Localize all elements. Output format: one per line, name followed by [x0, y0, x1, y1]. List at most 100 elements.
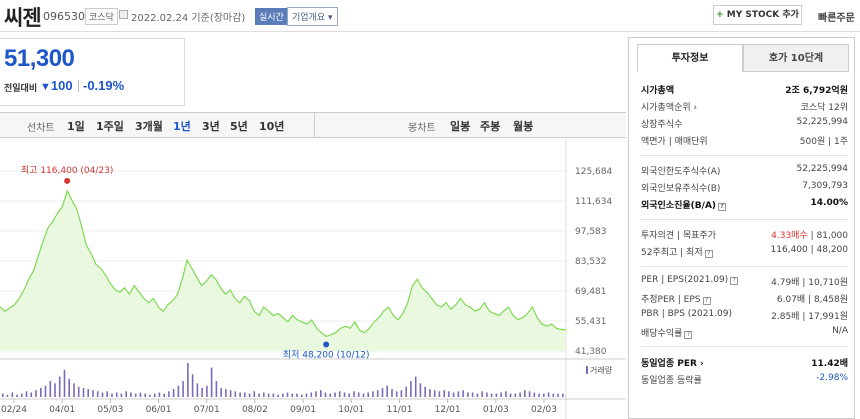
volume-bar — [201, 387, 203, 397]
tab-investment-info[interactable]: 투자정보 — [637, 44, 743, 72]
volume-bar — [395, 391, 398, 397]
min-price-marker — [323, 341, 330, 348]
volume-bar — [310, 392, 313, 397]
volume-bar — [196, 383, 199, 397]
volume-bar — [443, 390, 445, 397]
volume-bar — [139, 392, 142, 397]
price-area — [0, 190, 566, 351]
help-icon[interactable]: ? — [702, 297, 711, 305]
volume-bar — [229, 390, 232, 397]
tab-10y[interactable]: 10년 — [259, 120, 285, 133]
stock-name: 씨젠 — [4, 6, 42, 30]
volume-bar — [149, 394, 151, 397]
price-box: 51,300 전일대비 ▼100 -0.19% — [0, 38, 185, 106]
price-line — [0, 189, 567, 338]
volume-bar — [320, 390, 322, 397]
row-divider — [641, 155, 848, 156]
y-tick-label: 83,532 — [575, 257, 607, 267]
volume-bar — [40, 387, 42, 397]
tab-daily-candle[interactable]: 일봉 — [450, 120, 471, 133]
tab-5y[interactable]: 5년 — [230, 120, 248, 133]
add-mystock-label: MY STOCK 추가 — [726, 10, 799, 20]
tab-monthly-candle[interactable]: 월봉 — [513, 120, 534, 133]
volume-bar — [538, 393, 540, 397]
volume-bar — [92, 390, 94, 397]
tab-order-book[interactable]: 호가 10단계 — [743, 44, 849, 72]
volume-bar — [106, 391, 108, 397]
volume-bar — [467, 392, 469, 397]
volume-bar — [272, 393, 275, 397]
volume-bar — [386, 385, 388, 397]
quick-order-link[interactable]: 빠른주문 — [818, 13, 855, 24]
volume-bar — [130, 392, 132, 397]
company-info-button[interactable]: 기업개요 ▾ — [287, 7, 338, 26]
info-row-label: 액면가 | 매매단위 — [641, 137, 708, 147]
x-tick-label: 02/24 — [1, 405, 27, 415]
realtime-button[interactable]: 실시간 — [255, 8, 288, 25]
tab-1y[interactable]: 1년 — [173, 120, 191, 133]
tab-1w[interactable]: 1주일 — [96, 120, 124, 133]
price-change: ▼100 — [40, 78, 73, 93]
volume-bar — [21, 393, 23, 397]
volume-bar — [234, 391, 237, 397]
prev-day-label: 전일대비 — [4, 84, 38, 94]
volume-bar — [324, 392, 327, 397]
volume-bar — [362, 393, 365, 397]
x-tick-label: 08/02 — [242, 405, 268, 415]
y-tick-label: 55,431 — [575, 317, 607, 327]
volume-bar — [357, 392, 360, 397]
volume-bar — [315, 391, 317, 397]
add-mystock-button[interactable]: + MY STOCK 추가 — [713, 5, 802, 25]
volume-bar — [376, 390, 379, 397]
info-row-value: -2.98% — [816, 373, 848, 383]
volume-bar — [77, 386, 80, 397]
plus-icon: + — [716, 10, 724, 20]
volume-bar — [500, 392, 502, 397]
info-row-label: 투자의견 | 목표주가 — [641, 231, 716, 241]
volume-bar — [338, 391, 341, 397]
row-divider — [641, 346, 848, 347]
line-chart-label: 선차트 — [27, 123, 55, 134]
tab-3m[interactable]: 3개월 — [135, 120, 163, 133]
volume-bar — [134, 393, 137, 397]
volume-bar — [471, 392, 474, 397]
info-row-label: PER | EPS(2021.09)? — [641, 275, 739, 285]
volume-bar — [400, 390, 403, 397]
tab-3y[interactable]: 3년 — [202, 120, 220, 133]
volume-bar — [158, 392, 161, 397]
volume-bar — [305, 393, 308, 397]
info-row: 상장주식수 52,225,994 — [641, 117, 848, 131]
volume-bar — [253, 391, 256, 397]
volume-bar — [191, 374, 194, 397]
volume-bar — [524, 390, 526, 397]
x-tick-label: 06/01 — [146, 405, 172, 415]
volume-bar — [30, 392, 33, 397]
tab-1d[interactable]: 1일 — [67, 120, 85, 133]
help-icon[interactable]: ? — [730, 277, 739, 285]
volume-bar — [63, 369, 66, 397]
chart-period-tabs: 선차트 1일 1주일 3개월 1년 3년 5년 10년 봉차트 일봉 주봉 월봉 — [0, 112, 626, 138]
volume-bar — [562, 393, 564, 397]
volume-bar — [210, 367, 213, 397]
volume-bar — [296, 393, 298, 397]
help-icon[interactable]: ? — [684, 331, 693, 339]
volume-bar — [353, 391, 355, 397]
x-tick-label: 07/01 — [194, 405, 220, 415]
volume-bar — [495, 393, 498, 397]
price-chart[interactable]: 125,684 111,634 97,583 83,532 69,481 55,431 41… — [0, 139, 626, 419]
volume-bar — [87, 389, 89, 397]
tab-weekly-candle[interactable]: 주봉 — [480, 120, 501, 133]
help-icon[interactable]: ? — [704, 250, 713, 258]
x-tick-label: 05/03 — [97, 405, 123, 415]
volume-bar — [367, 392, 369, 397]
help-icon[interactable]: ? — [718, 203, 727, 211]
row-divider — [641, 266, 848, 267]
volume-bar — [11, 392, 14, 397]
y-tick-label: 97,583 — [575, 227, 607, 237]
volume-bar — [286, 392, 289, 397]
volume-bar — [49, 381, 52, 397]
volume-bar — [177, 385, 180, 397]
volume-bar — [239, 392, 241, 397]
info-row-label: 상장주식수 — [641, 120, 683, 130]
info-row-label: 외국인소진율(B/A)? — [641, 198, 727, 211]
